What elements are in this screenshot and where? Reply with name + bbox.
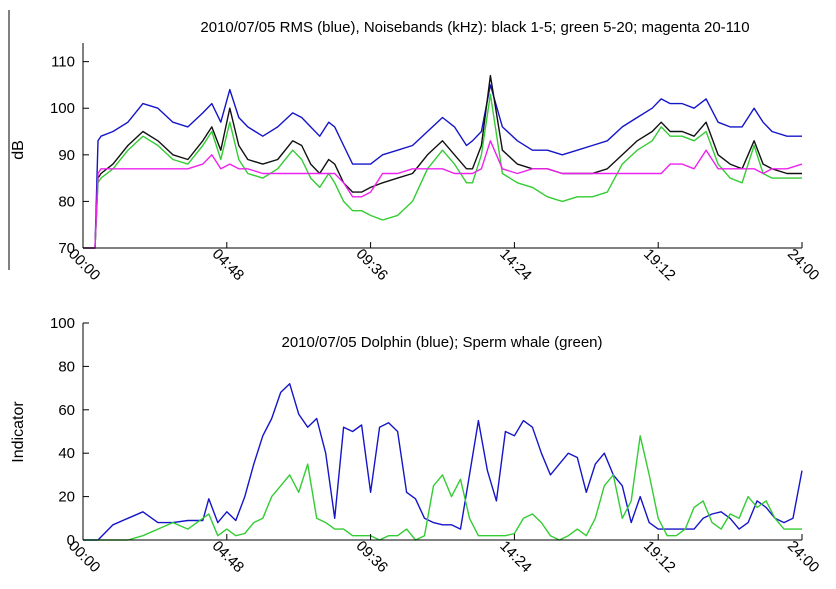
x-tick-label: 19:12 xyxy=(640,538,679,577)
y-axis-label-top: dB xyxy=(10,140,27,160)
x-tick-label: 09:36 xyxy=(352,246,391,285)
series-line-1-5-khz xyxy=(83,74,802,249)
x-tick-label: 14:24 xyxy=(496,246,535,285)
y-tick-label: 40 xyxy=(58,445,75,462)
y-tick-label: 80 xyxy=(58,193,75,210)
chart-title-top: 2010/07/05 RMS (blue), Noisebands (kHz):… xyxy=(200,19,749,36)
x-tick-label: 00:00 xyxy=(65,246,104,285)
y-tick-label: 100 xyxy=(50,315,75,332)
chart-title-bottom: 2010/07/05 Dolphin (blue); Sperm whale (… xyxy=(281,334,602,351)
series-line-20-110-khz xyxy=(83,140,803,249)
y-tick-label: 90 xyxy=(58,147,75,164)
x-tick-label: 24:00 xyxy=(784,246,823,285)
y-tick-label: 80 xyxy=(58,358,75,375)
x-tick-label: 19:12 xyxy=(640,246,679,285)
series-line-rms xyxy=(83,84,802,249)
chart-panel-top: 2010/07/05 RMS (blue), Noisebands (kHz):… xyxy=(8,10,823,285)
y-tick-label: 20 xyxy=(58,489,75,506)
y-tick-label: 0 xyxy=(67,532,75,549)
x-tick-label: 04:48 xyxy=(209,538,248,577)
x-tick-label: 09:36 xyxy=(352,538,391,577)
y-tick-label: 100 xyxy=(50,100,75,117)
y-tick-label: 70 xyxy=(58,240,75,257)
series-line-sperm-whale xyxy=(83,435,802,541)
plot-area-top xyxy=(83,74,803,249)
x-tick-label: 14:24 xyxy=(496,538,535,577)
x-tick-label: 00:00 xyxy=(65,538,104,577)
x-tick-label: 24:00 xyxy=(784,538,823,577)
x-tick-label: 04:48 xyxy=(209,246,248,285)
series-line-5-20-khz xyxy=(83,93,802,249)
axes-bottom: 0 20 40 60 80 100 00:00 04:48 09:36 14:24 19:12 24:… xyxy=(50,315,822,576)
plot-area-bottom xyxy=(83,383,803,541)
chart-panel-bottom: 2010/07/05 Dolphin (blue); Sperm whale (… xyxy=(10,315,822,576)
y-tick-label: 60 xyxy=(58,402,75,419)
y-tick-label: 110 xyxy=(51,54,75,71)
y-axis-label-bottom: Indicator xyxy=(10,401,27,463)
series-line-dolphin xyxy=(83,383,803,541)
